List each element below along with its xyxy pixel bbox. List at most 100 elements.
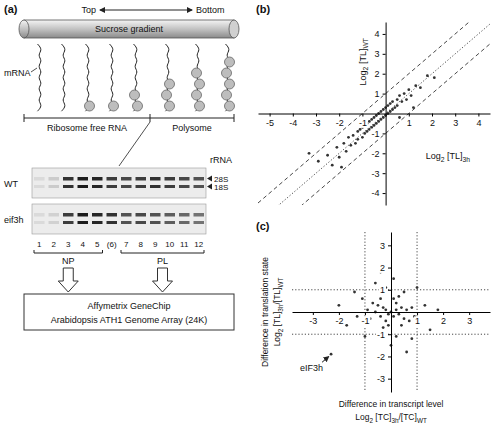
data-point [337,304,340,307]
lane-label: 5 [95,240,100,249]
y-tick: 1 [374,89,386,99]
x-tick-label: 3 [453,118,458,128]
x-tick: -2 [334,312,344,326]
lane-label: 10 [165,240,174,249]
gel-band [150,221,161,224]
data-point [371,302,374,305]
data-point [396,98,399,101]
label-backdrop [429,118,436,128]
ribosome [162,90,172,100]
label-backdrop [440,316,447,326]
y-tick-label: 4 [375,29,380,39]
data-point [393,106,396,109]
direction-arrow [100,10,192,11]
ribosome [222,90,232,100]
gel-band [136,221,147,224]
axis-title: Difference in transcript level [339,399,444,409]
tube-label: Sucrose gradient [95,24,164,34]
x-tick: -5 [265,114,275,128]
data-point [392,297,395,300]
ribosome [225,57,235,67]
gel-band [34,185,45,188]
y-tick-label: -1 [377,330,385,340]
y-tick-label: 3 [375,49,380,59]
data-point [375,114,378,117]
ribosome [225,101,235,111]
y-tick-mark [388,334,391,335]
title-part: WT [417,417,427,424]
label-backdrop [371,188,381,198]
data-point [353,291,356,294]
label-backdrop [475,118,482,128]
data-point [405,308,408,311]
reference-line [258,22,490,203]
mrna-strand [62,44,65,111]
gel-band [34,221,45,224]
x-tick-label: 2 [441,316,446,326]
data-point [380,110,383,113]
plot-area [292,232,490,392]
x-tick-mark [409,114,410,117]
x-tick-mark [432,114,433,117]
x-tick-mark [339,312,340,315]
data-point [400,100,403,103]
band-pointer [207,176,212,182]
y-tick-mark [383,74,386,75]
array-label: Arabidopsis ATH1 Genome Array (24K) [51,315,207,325]
ribosome [165,101,175,111]
data-point [368,120,371,123]
rrna-label: rRNA [210,155,232,165]
annotation: eIF3h [300,363,323,373]
x-tick: -3 [308,312,318,326]
data-point [373,124,376,127]
data-point [398,94,401,97]
tube [24,20,234,38]
title-part: Difference in translation state [260,257,270,367]
fraction-divider [150,114,151,122]
label-backdrop [335,118,345,128]
x-tick-mark [362,114,363,117]
tube-end [19,20,29,38]
lane-label: 7 [124,240,129,249]
label-backdrop [265,118,275,128]
axis-title: Log2 [TL]3h/[TL]WT [272,278,284,347]
ribosome [195,79,205,89]
data-point [345,150,348,153]
y-axis-line [386,23,387,206]
data-point [382,108,385,111]
gel [32,168,206,198]
x-tick-label: -3 [312,118,320,128]
x-tick: 2 [440,312,447,326]
x-tick-mark [455,114,456,117]
row-label: eif3h [4,215,24,225]
data-point [408,319,411,322]
label-backdrop [334,316,344,326]
gel-band [92,177,103,181]
data-point [356,315,359,318]
reference-line [258,24,490,205]
y-tick-mark [383,54,386,55]
direction-label: Bottom [196,5,225,15]
panel-a: (a)TopBottomSucrose gradientmRNARibosome… [4,3,239,330]
title-part: [TL] [444,151,462,161]
gel-band [194,185,205,188]
data-point [397,313,400,316]
fraction-divider [234,114,235,122]
gel-band [78,221,89,224]
data-point [395,335,398,338]
y-tick-mark [383,133,386,134]
data-point [361,136,364,139]
x-tick-mark [365,312,366,315]
title-part: [TL] [272,312,282,329]
title-part: Log [358,70,368,85]
lane-label: 12 [194,240,203,249]
ribosome [165,79,175,89]
y-axis: -3-2-1123 [376,233,392,393]
y-tick: 1 [379,285,391,295]
label-backdrop [288,118,298,128]
data-point [395,302,398,305]
label-backdrop [466,316,473,326]
panel-1: -3-2-1123-3-2-1123(c)Difference in trans… [256,220,491,424]
data-point [326,154,329,157]
data-point [361,297,364,300]
